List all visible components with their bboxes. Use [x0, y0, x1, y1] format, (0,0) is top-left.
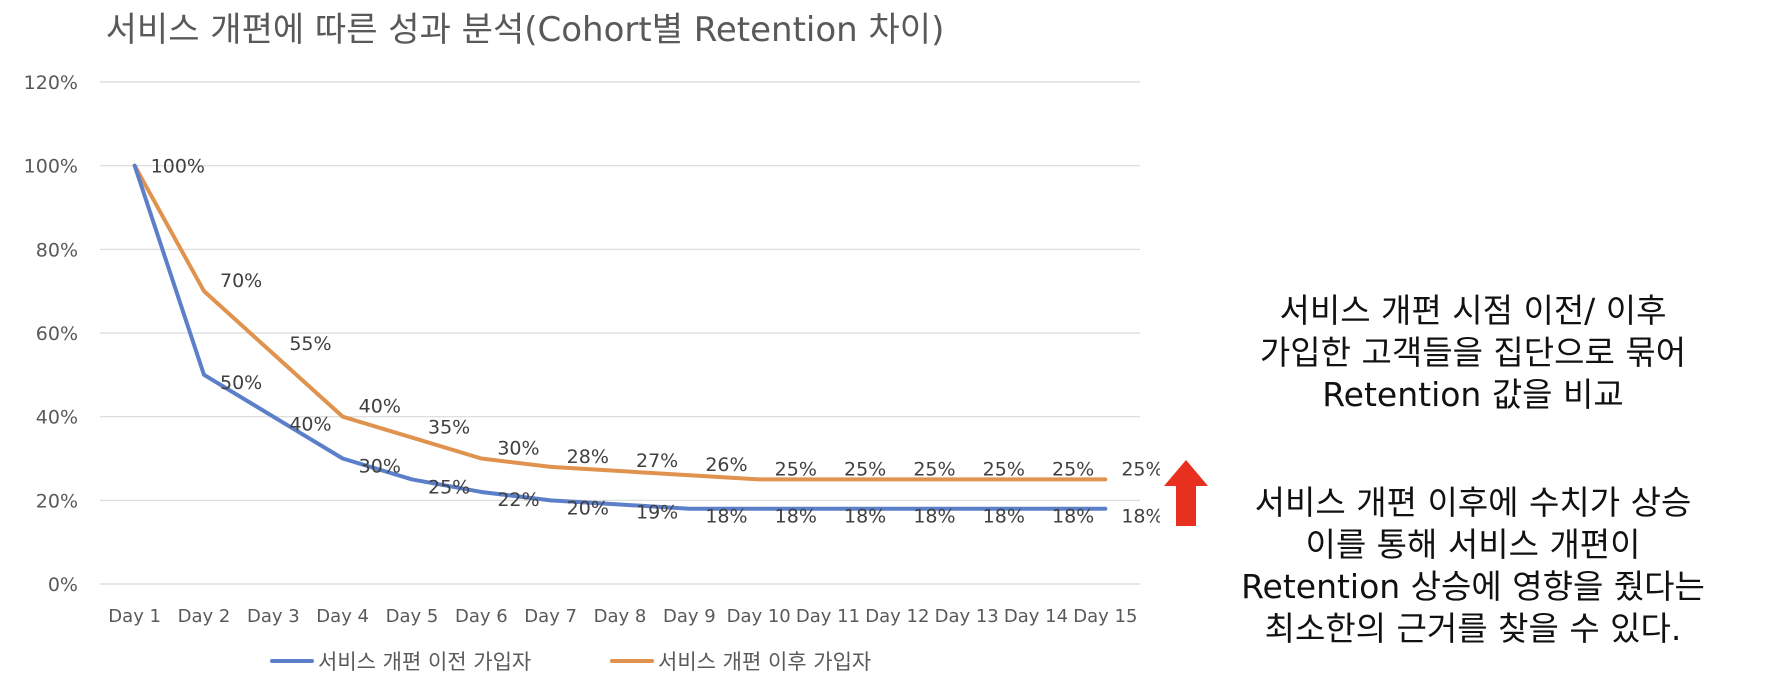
x-tick-label: Day 1	[108, 606, 161, 627]
data-label-before: 20%	[567, 497, 609, 519]
note-line: Retention 값을 비교	[1322, 375, 1624, 414]
data-label-before: 18%	[913, 506, 955, 528]
data-label-before: 18%	[775, 506, 817, 528]
data-label-after: 40%	[359, 396, 401, 418]
x-tick-label: Day 3	[247, 606, 300, 627]
y-tick-label: 60%	[36, 323, 78, 345]
note-line: 서비스 개편 시점 이전/ 이후	[1279, 291, 1667, 330]
y-axis-ticks: 0% 20% 40% 60% 80% 100% 120%	[24, 72, 78, 596]
data-label-after: 28%	[567, 446, 609, 468]
x-tick-label: Day 4	[316, 606, 369, 627]
chart-title: 서비스 개편에 따른 성과 분석(Cohort별 Retention 차이)	[105, 10, 945, 50]
data-label-after: 70%	[220, 270, 262, 292]
note-line: 최소한의 근거를 찾을 수 있다.	[1264, 609, 1682, 648]
data-label-before: 40%	[289, 414, 331, 436]
x-tick-label: Day 10	[727, 606, 791, 627]
data-label-after: 25%	[1052, 458, 1094, 480]
x-tick-label: Day 9	[663, 606, 716, 627]
legend-swatch-after	[610, 659, 654, 663]
data-label-before: 25%	[428, 476, 470, 498]
note-block-2: 서비스 개편 이후에 수치가 상승 이를 통해 서비스 개편이 Retentio…	[1180, 482, 1766, 650]
data-label-after: 27%	[636, 450, 678, 472]
data-label-before: 30%	[359, 456, 401, 478]
note-line: 이를 통해 서비스 개편이	[1305, 525, 1641, 564]
legend-label-after: 서비스 개편 이후 가입자	[658, 650, 872, 674]
x-axis-ticks: Day 1 Day 2 Day 3 Day 4 Day 5 Day 6 Day 7 Day 8…	[108, 606, 1137, 627]
y-tick-label: 80%	[36, 239, 78, 261]
x-tick-label: Day 8	[594, 606, 647, 627]
legend-label-before: 서비스 개편 이전 가입자	[318, 650, 532, 674]
data-label-after: 25%	[844, 458, 886, 480]
legend-swatch-before	[270, 659, 314, 663]
data-label-after: 26%	[705, 454, 747, 476]
data-label-after: 25%	[1121, 458, 1160, 480]
legend-item-before: 서비스 개편 이전 가입자	[270, 646, 531, 676]
data-label-before: 50%	[220, 372, 262, 394]
note-block-1: 서비스 개편 시점 이전/ 이후 가입한 고객들을 집단으로 묶어 Retent…	[1180, 290, 1766, 416]
x-tick-label: Day 15	[1073, 606, 1137, 627]
x-tick-label: Day 13	[935, 606, 999, 627]
data-label-after: 25%	[913, 458, 955, 480]
x-tick-label: Day 5	[386, 606, 439, 627]
series-lines	[132, 163, 1108, 511]
arrow-up-icon	[1164, 460, 1208, 526]
data-label-after: 30%	[497, 438, 539, 460]
series-line-after	[132, 163, 1108, 482]
data-label-after: 35%	[428, 417, 470, 439]
data-label-after: 25%	[983, 458, 1025, 480]
y-tick-label: 120%	[24, 72, 78, 94]
data-label-before: 18%	[983, 506, 1025, 528]
data-label-before: 19%	[636, 502, 678, 524]
x-tick-label: Day 14	[1004, 606, 1068, 627]
data-labels: 100% 50% 40% 30% 25% 22% 20% 19% 18% 18% 18% 18% 18%…	[151, 156, 1160, 528]
data-label-before: 18%	[705, 506, 747, 528]
data-label-before: 100%	[151, 156, 205, 178]
note-line: 서비스 개편 이후에 수치가 상승	[1254, 483, 1692, 522]
data-label-before: 18%	[1121, 506, 1160, 528]
x-tick-label: Day 7	[524, 606, 577, 627]
data-label-after: 25%	[775, 458, 817, 480]
y-tick-label: 20%	[36, 490, 78, 512]
x-tick-label: Day 11	[796, 606, 860, 627]
note-line: Retention 상승에 영향을 줬다는	[1241, 567, 1705, 606]
y-tick-label: 0%	[48, 574, 78, 596]
data-label-before: 18%	[844, 506, 886, 528]
note-line: 가입한 고객들을 집단으로 묶어	[1259, 333, 1687, 372]
y-tick-label: 40%	[36, 407, 78, 429]
series-line-before	[132, 163, 1108, 511]
x-tick-label: Day 12	[865, 606, 929, 627]
data-label-before: 22%	[497, 489, 539, 511]
x-tick-label: Day 6	[455, 606, 508, 627]
y-tick-label: 100%	[24, 156, 78, 178]
line-chart: 0%20%40%60%80%100%120% Day 1 Day 2 Day 3 Da…	[24, 72, 1160, 627]
legend-item-after: 서비스 개편 이후 가입자	[610, 646, 871, 676]
data-label-after: 55%	[289, 333, 331, 355]
x-tick-label: Day 2	[178, 606, 231, 627]
data-label-before: 18%	[1052, 506, 1094, 528]
